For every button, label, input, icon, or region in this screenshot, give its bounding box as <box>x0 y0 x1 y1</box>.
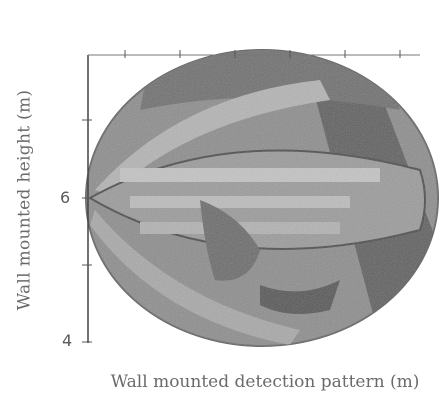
y-ticks <box>82 119 92 343</box>
x-axis-label: Wall mounted detection pattern (m) <box>110 372 420 392</box>
y-axis-label: Wall mounted height (m) <box>14 89 35 311</box>
x-ticks <box>124 50 401 58</box>
noise-texture <box>86 50 438 346</box>
y-tick-label-4: 4 <box>62 331 73 350</box>
y-tick-label-6: 6 <box>60 188 71 207</box>
